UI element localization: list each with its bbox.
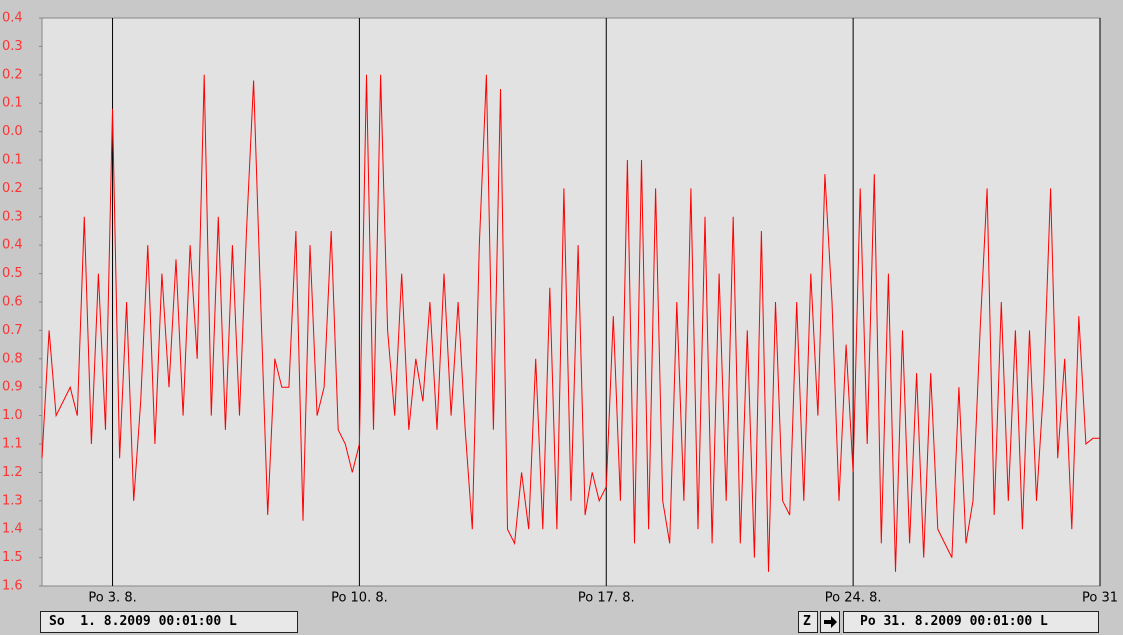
start-date-button[interactable]: So 1. 8.2009 00:01:00 L: [40, 611, 298, 633]
y-tick-label: 0.9: [2, 380, 23, 395]
y-tick-label: 0.6: [2, 295, 23, 310]
y-tick-label: 1.2: [2, 465, 23, 480]
y-tick-label: 0.2: [2, 67, 23, 82]
y-tick-label: 0.4: [2, 238, 23, 253]
y-tick-label: 0.2: [2, 181, 23, 196]
zoom-button[interactable]: Z: [798, 611, 818, 633]
y-tick-label: 1.0: [2, 408, 23, 423]
go-button[interactable]: [820, 611, 840, 633]
data-line: [41, 74, 1100, 572]
y-tick-label: 0.7: [2, 323, 23, 338]
y-tick-label: 0.1: [2, 153, 23, 168]
y-tick-label: 0.1: [2, 96, 23, 111]
x-tick-label: Po 24. 8.: [825, 591, 882, 606]
y-tick-label: 0.3: [2, 209, 23, 224]
y-tick-label: 0.5: [2, 266, 23, 281]
chart: 0.4 0.3 0.2 0.1 0.0 0.1 0.2 0.3 0.4 0.5 0.6 0.7 0.8 0…: [2, 11, 1118, 606]
y-tick-label: 0.8: [2, 351, 23, 366]
y-tick-label: 1.5: [2, 550, 23, 565]
y-tick-label: 1.6: [2, 579, 23, 594]
y-tick-label: 1.1: [2, 437, 23, 452]
y-tick-label: 0.0: [2, 124, 23, 139]
x-tick-label: Po 31: [1082, 591, 1118, 606]
end-date-button[interactable]: Po 31. 8.2009 00:01:00 L: [843, 611, 1099, 633]
y-tick-label: 1.3: [2, 493, 23, 508]
x-tick-label: Po 10. 8.: [331, 591, 388, 606]
arrow-icon: [824, 616, 837, 628]
x-tick-label: Po 17. 8.: [578, 591, 635, 606]
x-tick-label: Po 3. 8.: [88, 591, 136, 606]
y-tick-label: 0.3: [2, 39, 23, 54]
y-tick-label: 1.4: [2, 522, 23, 537]
y-tick-label: 0.4: [2, 11, 23, 26]
